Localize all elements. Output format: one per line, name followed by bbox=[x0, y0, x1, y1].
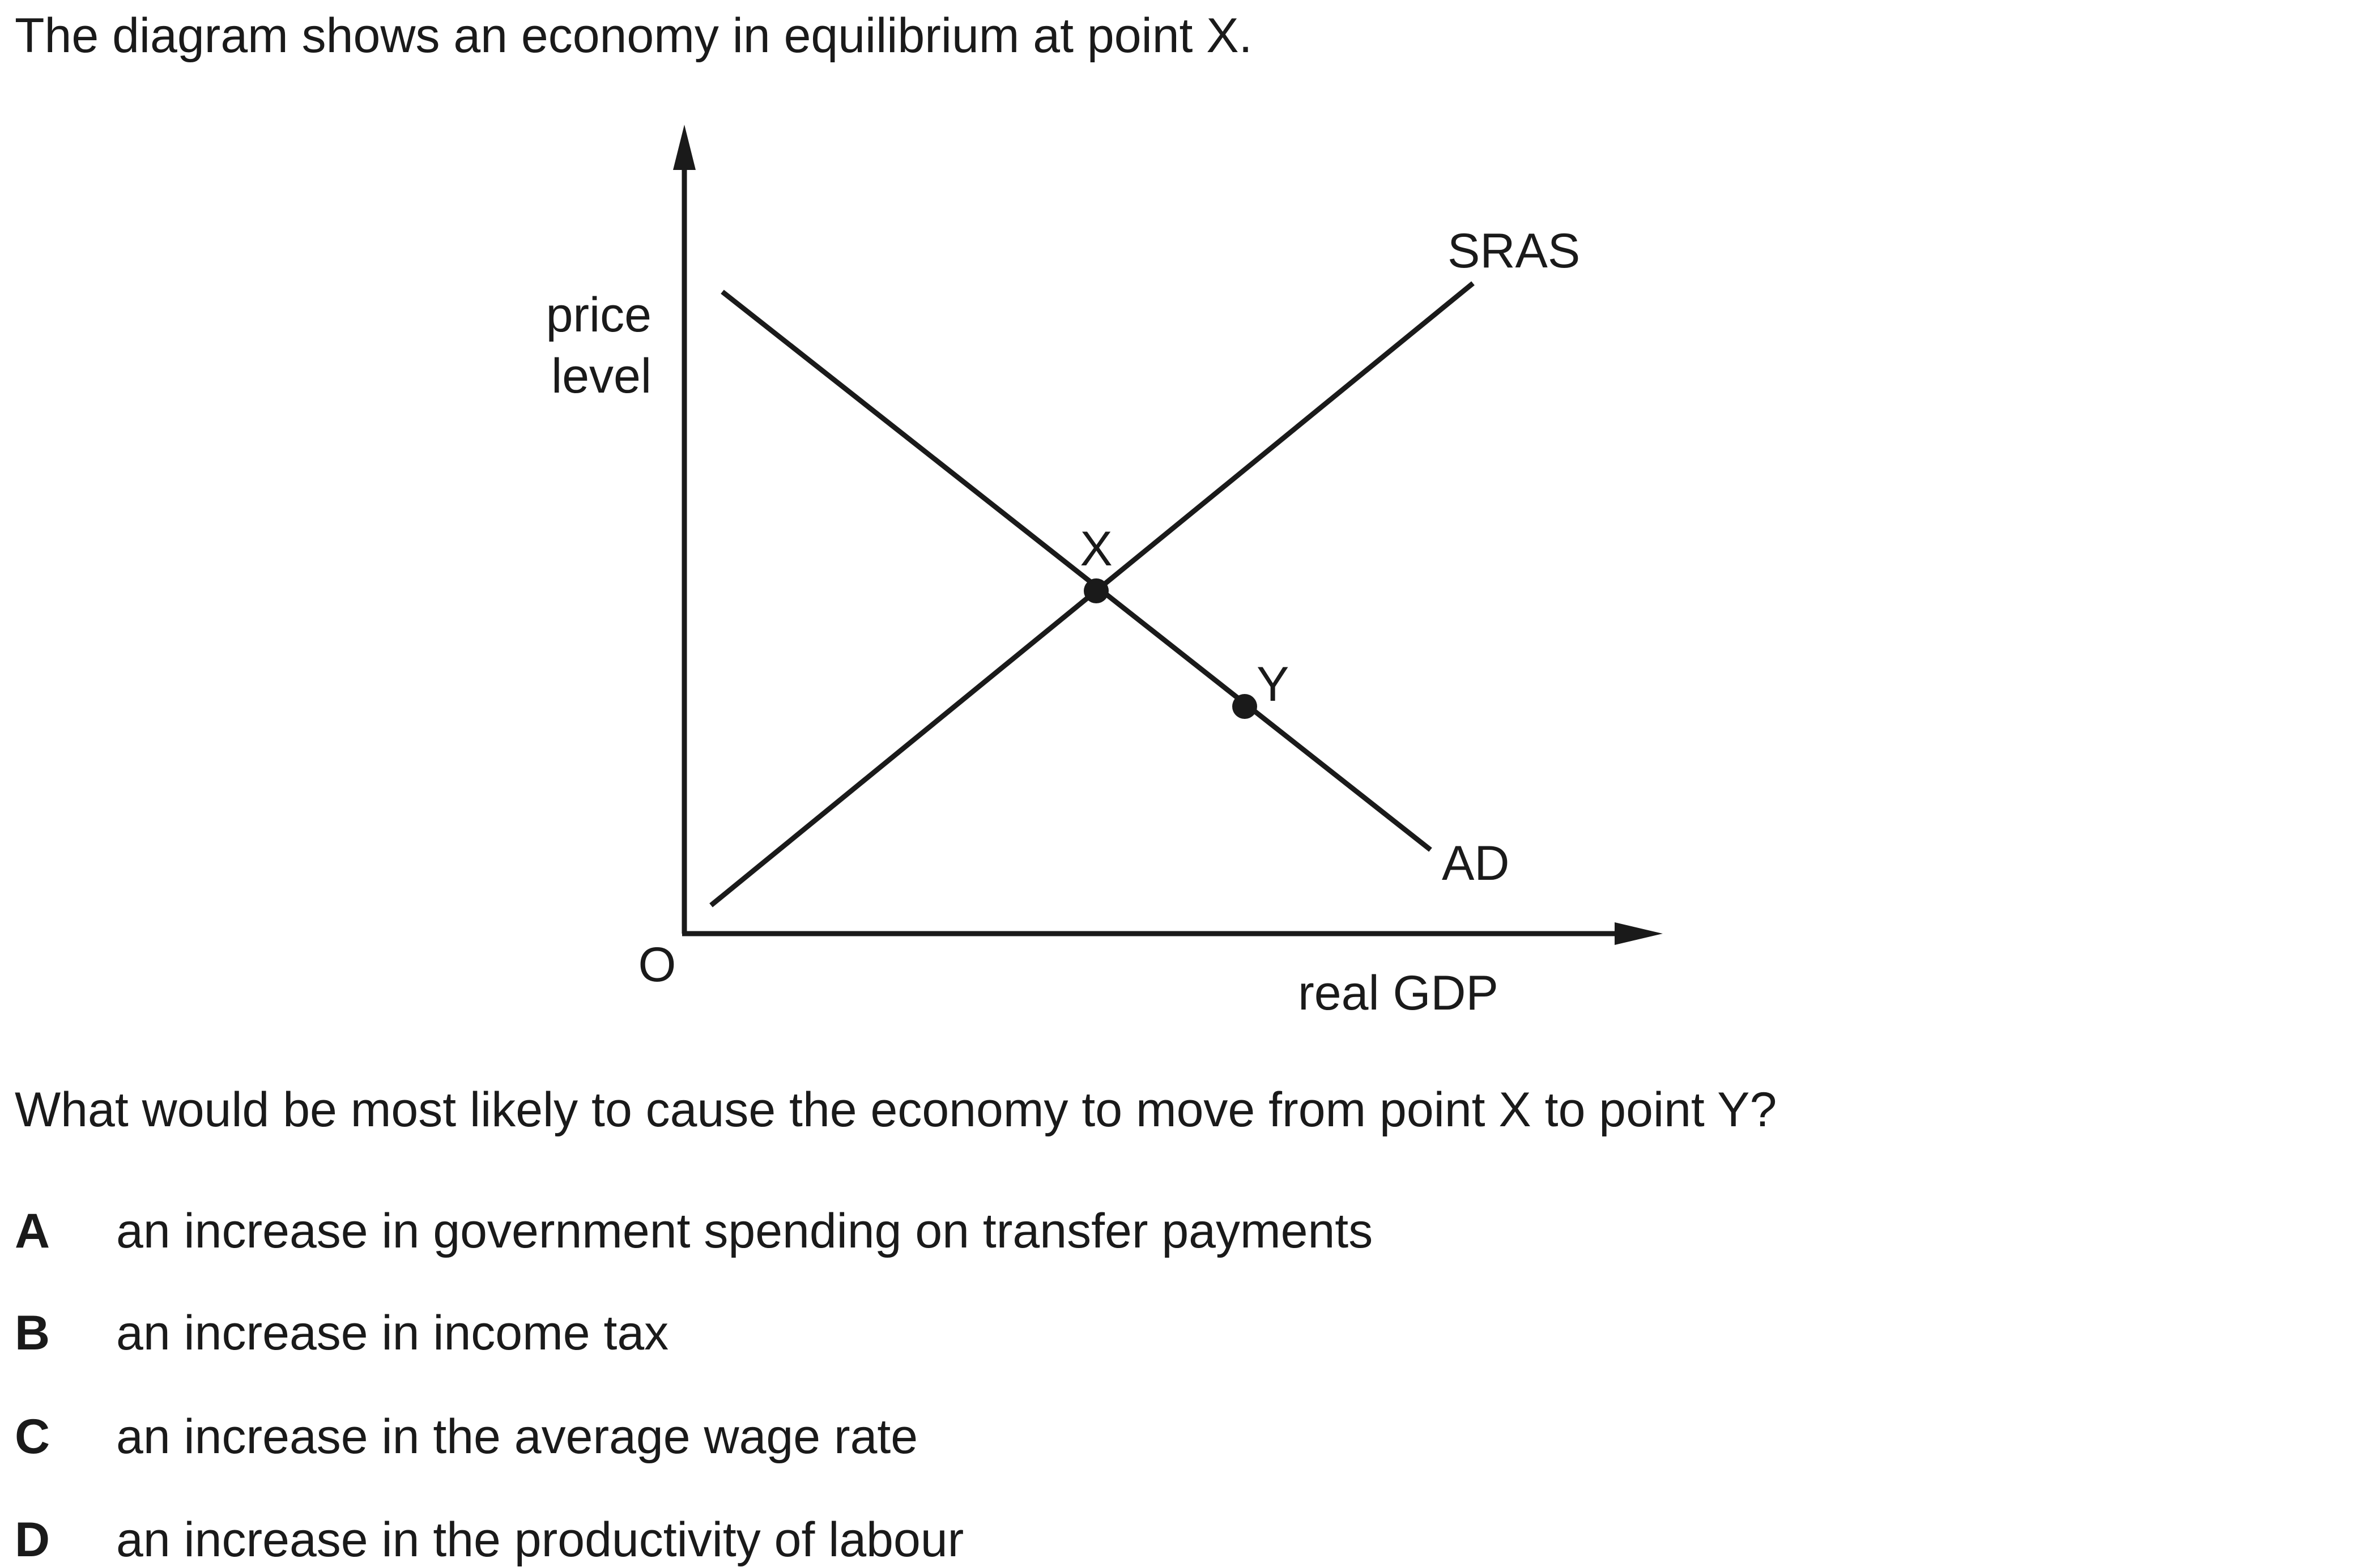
point-x-label: X bbox=[1080, 522, 1112, 576]
option-c-letter: C bbox=[15, 1410, 50, 1464]
y-axis-label-price: price bbox=[546, 288, 652, 342]
intro-text: The diagram shows an economy in equilibr… bbox=[15, 8, 1253, 63]
x-axis-label: real GDP bbox=[1298, 966, 1498, 1020]
ad-curve bbox=[721, 289, 1432, 852]
origin-label: O bbox=[638, 938, 676, 992]
option-a-text: an increase in government spending on tr… bbox=[116, 1204, 1373, 1258]
economics-diagram: price level O real GDP SRAS AD X Y bbox=[546, 125, 1663, 1020]
y-axis-label-level: level bbox=[551, 349, 652, 403]
y-axis-arrow bbox=[673, 125, 696, 170]
x-axis-arrow bbox=[1615, 922, 1663, 945]
option-a-letter: A bbox=[15, 1204, 50, 1258]
ad-label: AD bbox=[1442, 836, 1509, 891]
option-b-letter: B bbox=[15, 1306, 50, 1360]
question-text: What would be most likely to cause the e… bbox=[15, 1083, 1777, 1137]
point-y-marker bbox=[1232, 694, 1257, 719]
option-c-text: an increase in the average wage rate bbox=[116, 1410, 918, 1464]
point-y-label: Y bbox=[1257, 657, 1289, 712]
sras-label: SRAS bbox=[1447, 224, 1580, 278]
option-d-letter: D bbox=[15, 1513, 50, 1567]
option-d-text: an increase in the productivity of labou… bbox=[116, 1513, 964, 1567]
point-x-marker bbox=[1084, 578, 1109, 603]
option-b-text: an increase in income tax bbox=[116, 1306, 669, 1360]
